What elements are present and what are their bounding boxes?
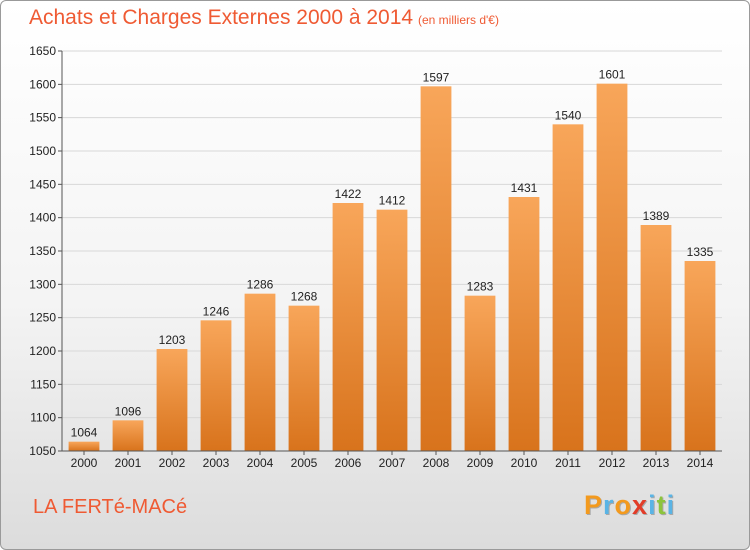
value-label-2011: 1540 — [555, 108, 582, 122]
logo-letter: P — [584, 490, 604, 520]
city-name: LA FERTé-MACé — [33, 496, 188, 518]
value-label-2000: 1064 — [71, 426, 98, 440]
x-tick-label-2013: 2013 — [643, 456, 670, 470]
value-label-2006: 1422 — [335, 187, 362, 201]
y-tick-label: 1250 — [29, 311, 56, 325]
bar-2006 — [332, 203, 364, 451]
bar-2012 — [596, 83, 628, 452]
value-label-2008: 1597 — [423, 70, 450, 84]
logo-letter: x — [632, 490, 649, 520]
x-tick-label-2008: 2008 — [423, 456, 450, 470]
bar-2002 — [156, 349, 188, 451]
bar-2004 — [244, 293, 276, 451]
bar-2010 — [508, 197, 540, 451]
value-label-2012: 1601 — [599, 68, 626, 82]
bars-layer — [68, 83, 716, 452]
value-label-2002: 1203 — [159, 333, 186, 347]
logo-letter: r — [603, 490, 615, 520]
logo-letter: i — [666, 490, 676, 520]
x-tick-label-2010: 2010 — [511, 456, 538, 470]
x-tick-label-2002: 2002 — [159, 456, 186, 470]
labels-layer: 1064 1096 1203 1246 1286 1268 1422 1412 1597 1283… — [71, 68, 714, 440]
y-tick-label: 1200 — [29, 344, 56, 358]
y-tick-label: 1300 — [29, 277, 56, 291]
value-label-2009: 1283 — [467, 280, 494, 294]
y-tick-label: 1500 — [29, 144, 56, 158]
logo-letter: o — [614, 490, 633, 520]
axis-layer: 1050 1100 1150 1200 1250 1300 1350 1400 1450 1500… — [29, 44, 722, 470]
value-label-2010: 1431 — [511, 181, 538, 195]
value-label-2001: 1096 — [115, 404, 142, 418]
bar-2014 — [684, 261, 716, 451]
y-tick-label: 1050 — [29, 444, 56, 458]
bar-2009 — [464, 295, 496, 451]
value-label-2013: 1389 — [643, 209, 670, 223]
bar-2005 — [288, 305, 320, 451]
x-tick-label-2003: 2003 — [203, 456, 230, 470]
chart-title: Achats et Charges Externes 2000 à 2014 — [29, 6, 414, 29]
y-tick-label: 1400 — [29, 211, 56, 225]
x-tick-label-2004: 2004 — [247, 456, 274, 470]
bar-2011 — [552, 124, 584, 451]
y-tick-label: 1150 — [30, 377, 56, 391]
value-label-2007: 1412 — [379, 194, 406, 208]
y-tick-label: 1450 — [29, 177, 56, 191]
y-tick-label: 1100 — [30, 411, 56, 425]
value-label-2005: 1268 — [291, 290, 318, 304]
y-tick-label: 1600 — [29, 77, 56, 91]
y-tick-label: 1350 — [29, 244, 56, 258]
logo-letter: t — [656, 490, 667, 520]
x-tick-label-2001: 2001 — [115, 456, 142, 470]
y-tick-label: 1550 — [29, 111, 56, 125]
x-tick-label-2012: 2012 — [599, 456, 626, 470]
x-tick-label-2014: 2014 — [687, 456, 714, 470]
value-label-2003: 1246 — [203, 304, 230, 318]
y-tick-label: 1650 — [29, 44, 56, 58]
bar-2000 — [68, 441, 100, 451]
value-label-2004: 1286 — [247, 278, 274, 292]
bar-2003 — [200, 320, 232, 451]
bar-2007 — [376, 209, 408, 451]
x-tick-label-2011: 2011 — [555, 456, 581, 470]
bar-2001 — [112, 420, 144, 451]
x-tick-label-2009: 2009 — [467, 456, 494, 470]
bar-2008 — [420, 86, 452, 451]
x-tick-label-2000: 2000 — [71, 456, 98, 470]
x-tick-label-2007: 2007 — [379, 456, 406, 470]
proxiti-logo: Proxiti — [584, 490, 675, 521]
x-tick-label-2005: 2005 — [291, 456, 318, 470]
chart-subtitle: (en milliers d'€) — [418, 13, 499, 27]
bar-2013 — [640, 225, 672, 451]
logo-letter: i — [648, 490, 657, 520]
x-tick-label-2006: 2006 — [335, 456, 362, 470]
value-label-2014: 1335 — [687, 245, 714, 259]
